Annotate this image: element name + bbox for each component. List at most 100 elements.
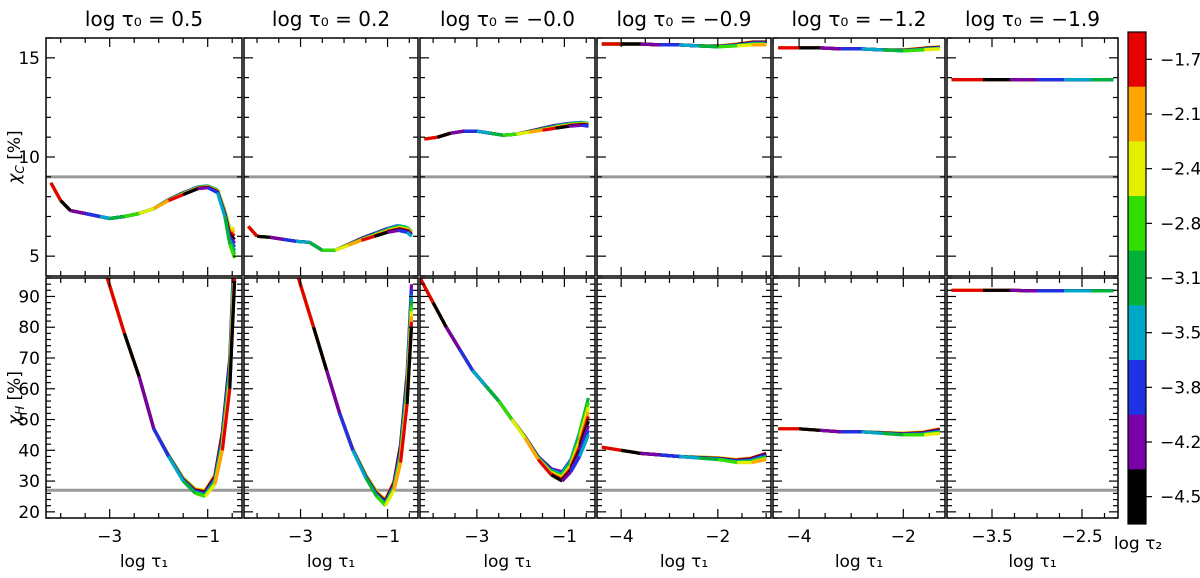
x-tick-label: −4 <box>609 527 634 547</box>
curve-group <box>601 40 767 49</box>
data-line-segment <box>220 388 232 451</box>
data-line-segment <box>197 186 208 191</box>
y-tick-label: 80 <box>18 318 40 338</box>
data-line-segment <box>152 428 170 458</box>
data-line-segment <box>347 238 362 247</box>
colorbar-segment <box>1128 414 1146 470</box>
data-line-segment <box>578 434 590 458</box>
panel-r0-c4: log τ₀ = −1.2 <box>772 7 946 277</box>
colorbar: −1.7 −2.1 −2.4 −2.8 −3.1 −3.5 −3.8 −4.2 −4.5 log … <box>1114 31 1200 554</box>
axes-frame <box>419 37 596 277</box>
panel-title: log τ₀ = 0.2 <box>272 7 390 31</box>
data-line-segment <box>698 44 718 49</box>
data-line-segment <box>420 278 435 304</box>
panel-r1-c4: −4 −2 log τ₁ <box>772 277 946 572</box>
data-line-segment <box>312 326 329 371</box>
y-axis-label: χH [%] <box>5 371 27 426</box>
x-tick-label: −3 <box>97 527 122 547</box>
data-line-segment <box>351 449 368 479</box>
colorbar-tick-label: −3.8 <box>1160 378 1200 398</box>
curve-group <box>49 182 237 259</box>
curve-group <box>778 427 941 437</box>
data-line-segment <box>924 431 940 437</box>
x-tick-label: −2 <box>891 527 916 547</box>
data-line-segment <box>458 347 474 372</box>
y-tick-label: 70 <box>18 349 40 369</box>
data-line-segment <box>364 477 379 498</box>
data-line-segment <box>882 431 904 437</box>
colorbar-label: log τ₂ <box>1114 534 1162 554</box>
panel-title: log τ₀ = −0.9 <box>617 7 752 31</box>
colorbar-segment <box>1128 305 1146 361</box>
data-line-segment <box>392 462 403 491</box>
y-tick-label: 15 <box>18 49 40 69</box>
data-line-segment <box>213 449 224 485</box>
colorbar-tick-label: −2.1 <box>1160 105 1200 125</box>
x-tick-label: −4 <box>787 527 812 547</box>
data-line-segment <box>510 418 527 439</box>
y-tick-label: 30 <box>18 472 40 492</box>
colorbar-segment <box>1128 360 1146 416</box>
colorbar-tick-label: −2.4 <box>1160 160 1200 180</box>
y-axis-label: χC [%] <box>5 130 27 184</box>
y-tick-label: 90 <box>18 287 40 307</box>
data-line-segment <box>84 211 101 219</box>
panel-r1-c2: −3 −1 log τ₁ <box>419 277 596 572</box>
x-tick-label: −1 <box>552 527 577 547</box>
data-line-segment <box>308 240 324 252</box>
axes-frame <box>596 37 772 277</box>
panel-r1-c1: −3 −1 log τ₁ <box>243 277 419 572</box>
data-line-segment <box>374 230 388 238</box>
data-line-segment <box>819 428 841 434</box>
data-line-segment <box>798 427 821 432</box>
data-line-segment <box>431 301 448 328</box>
data-line-segment <box>542 126 556 132</box>
data-line-segment <box>424 135 438 141</box>
panel-r0-c2: log τ₀ = −0.0 <box>419 7 596 277</box>
curve-group <box>601 445 767 465</box>
data-line-segment <box>247 225 259 238</box>
colorbar-segment <box>1128 32 1146 88</box>
x-tick-label: −3.5 <box>971 527 1012 547</box>
data-line-segment <box>737 43 752 48</box>
data-line-segment <box>569 455 582 473</box>
data-line-segment <box>502 132 517 137</box>
data-line-segment <box>437 131 452 139</box>
axes-frame <box>243 37 419 277</box>
data-line-segment <box>698 456 718 462</box>
data-line-segment <box>620 448 641 455</box>
data-line-segment <box>153 199 170 211</box>
axes-frame <box>45 277 243 519</box>
data-line-segment <box>122 332 141 378</box>
data-line-segment <box>384 489 396 507</box>
curve-group <box>105 278 237 499</box>
curve-group <box>247 223 413 252</box>
panel-title: log τ₀ = −1.9 <box>965 7 1100 31</box>
axes-frame <box>45 37 243 277</box>
data-line-segment <box>861 47 883 52</box>
data-line-segment <box>679 454 699 460</box>
data-line-segment <box>256 234 271 239</box>
data-line-segment <box>516 130 530 136</box>
data-line-segment <box>334 243 349 252</box>
panel-r0-c3: log τ₀ = −0.9 <box>596 7 772 277</box>
data-line-segment <box>450 129 465 135</box>
data-line-segment <box>375 495 387 507</box>
data-line-segment <box>399 404 409 463</box>
colorbar-tick-label: −4.5 <box>1160 488 1200 508</box>
data-line-segment <box>70 209 86 216</box>
data-line-segment <box>167 193 184 203</box>
data-line-segment <box>269 235 284 241</box>
colorbar-segment <box>1128 250 1146 306</box>
data-line-segment <box>640 42 660 47</box>
data-line-segment <box>679 43 699 48</box>
data-line-segment <box>523 437 540 461</box>
data-line-segment <box>282 237 297 243</box>
curve-group <box>420 278 590 483</box>
x-axis-label: log τ₁ <box>660 552 708 572</box>
data-line-segment <box>489 131 504 137</box>
data-line-segment <box>223 216 232 245</box>
x-tick-label: −1 <box>195 527 220 547</box>
y-tick-label: 40 <box>18 441 40 461</box>
data-line-segment <box>109 214 125 221</box>
